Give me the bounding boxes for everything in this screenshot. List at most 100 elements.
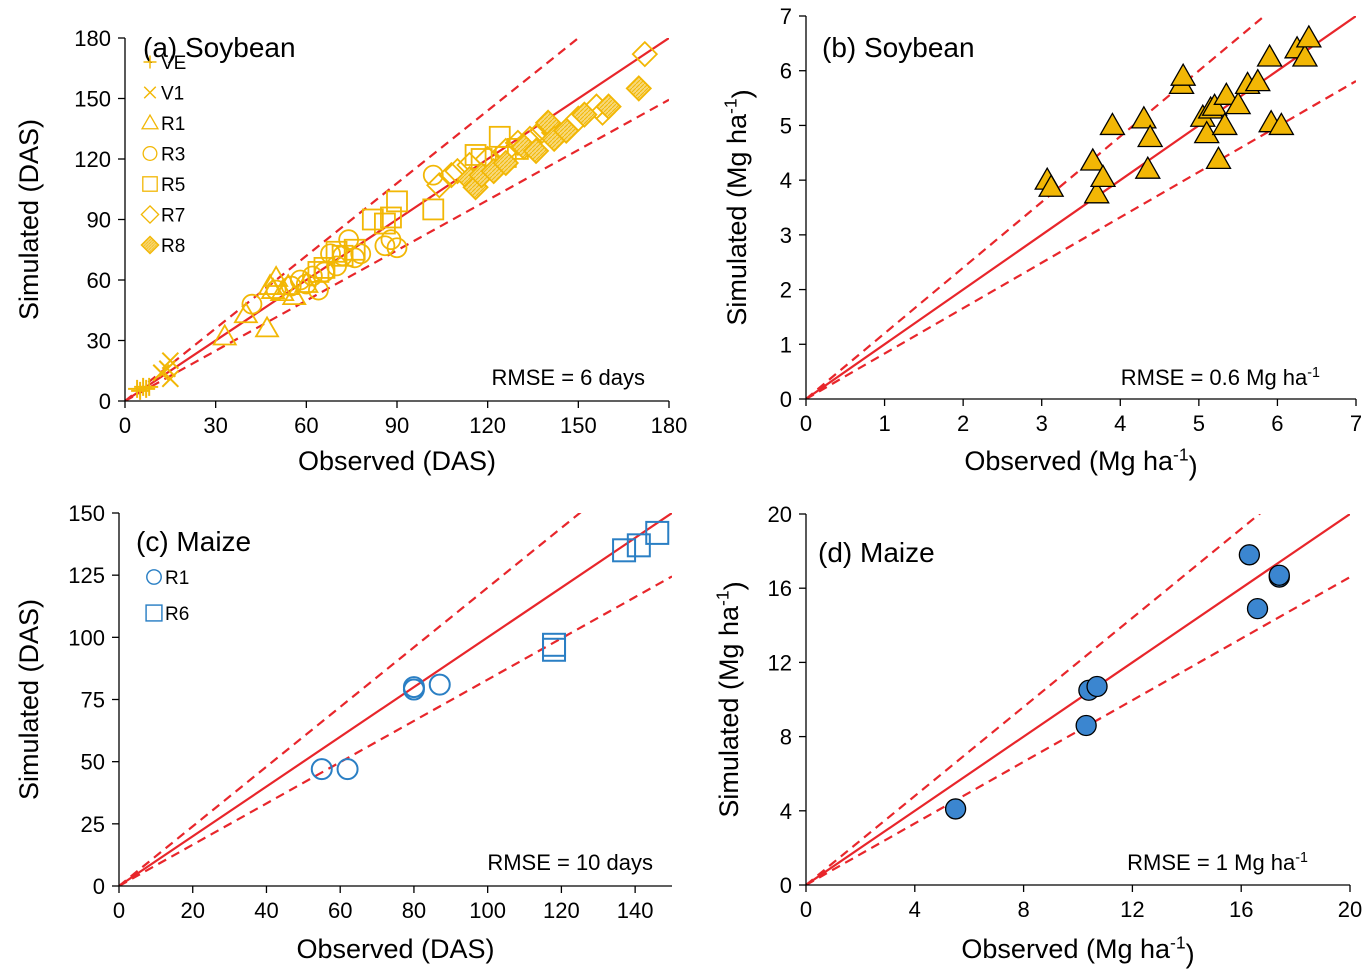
- data-point: [374, 212, 396, 235]
- x-tick-label: 80: [402, 898, 426, 923]
- data-point: [361, 208, 384, 231]
- data-point: [1225, 91, 1252, 115]
- one-to-one-line: [806, 16, 1356, 399]
- y-tick-label: 4: [780, 168, 792, 193]
- data-point: [140, 377, 159, 396]
- y-axis-label: Simulated (Mg ha-1): [720, 89, 757, 325]
- y-tick-label: 60: [87, 268, 111, 293]
- data-point: [344, 247, 366, 269]
- y-tick-label: 75: [81, 688, 105, 713]
- series-r8: [456, 75, 653, 201]
- y-tick-label: 25: [81, 812, 105, 837]
- data-point: [1134, 155, 1161, 179]
- data-point: [422, 164, 444, 186]
- data-point: [522, 137, 550, 165]
- x-axis-label: Observed (Mg ha-1): [964, 444, 1197, 481]
- legend-marker: [140, 235, 160, 255]
- y-tick-label: 0: [780, 873, 792, 898]
- legend-label: VE: [161, 53, 186, 74]
- x-axis-label: Observed (DAS): [298, 446, 496, 476]
- legend-label: V1: [161, 84, 184, 105]
- y-tick-label: 2: [780, 278, 792, 303]
- series-circle-filled: [944, 544, 1290, 820]
- data-point: [1083, 180, 1110, 204]
- data-point: [1086, 675, 1108, 698]
- data-point: [1137, 124, 1164, 148]
- x-axis-label: Observed (Mg ha-1): [961, 932, 1194, 969]
- data-point: [313, 256, 336, 279]
- data-point: [1099, 112, 1126, 136]
- data-point: [492, 149, 520, 177]
- panel-title: (d) Maize: [818, 537, 935, 568]
- series-v1: [152, 351, 180, 388]
- y-tick-label: 4: [780, 799, 792, 824]
- data-point: [645, 520, 670, 545]
- legend: VE V1 R1 R3 R5 R7 R8: [140, 53, 186, 257]
- y-tick-label: 150: [68, 501, 105, 526]
- data-point: [325, 240, 348, 263]
- data-point: [241, 293, 263, 315]
- y-axis-label: Simulated (DAS): [14, 599, 44, 800]
- data-point: [320, 243, 341, 265]
- data-point: [438, 161, 465, 189]
- x-tick-label: 8: [1017, 897, 1029, 922]
- data-point: [944, 798, 967, 820]
- y-tick-label: 180: [74, 26, 111, 51]
- x-tick-label: 150: [560, 413, 597, 438]
- panel-title: (a) Soybean: [143, 32, 296, 63]
- rmse-annotation: RMSE = 6 days: [492, 365, 645, 390]
- x-axis-label: Observed (DAS): [296, 934, 494, 964]
- data-point: [1205, 146, 1232, 170]
- data-point: [552, 117, 580, 145]
- data-point: [331, 244, 354, 267]
- data-point: [380, 206, 402, 229]
- one-to-one-line: [119, 513, 672, 886]
- x-tick-label: 60: [294, 413, 318, 438]
- data-point: [1246, 597, 1269, 620]
- series-triangle-filled: [1034, 24, 1322, 204]
- rmse-annotation: RMSE = 10 days: [487, 850, 653, 875]
- legend-marker: [142, 176, 158, 192]
- x-tick-label: 20: [1338, 897, 1362, 922]
- x-tick-label: 100: [469, 898, 506, 923]
- data-point: [386, 237, 408, 259]
- series-r6: [542, 520, 670, 662]
- data-point: [1244, 68, 1271, 92]
- rmse-annotation: RMSE = 1 Mg ha-1: [1127, 850, 1308, 875]
- legend-marker: [140, 204, 160, 225]
- legend-label: R8: [161, 236, 185, 257]
- x-tick-label: 60: [328, 898, 352, 923]
- one-to-one-line: [125, 38, 669, 401]
- data-point: [542, 632, 567, 657]
- data-point: [1193, 120, 1220, 144]
- panel-title: (b) Soybean: [822, 32, 975, 63]
- data-point: [212, 323, 238, 346]
- x-tick-label: 140: [617, 898, 654, 923]
- data-point: [386, 190, 408, 213]
- data-point: [289, 269, 311, 291]
- x-tick-label: 7: [1350, 411, 1362, 436]
- panel-a: 0 30 60 90 120 150 180 0 30 60 90 120 150 180 Observed…: [14, 26, 687, 476]
- y-tick-label: 30: [87, 329, 111, 354]
- y-tick-label: 20: [768, 502, 792, 527]
- panel-title: (c) Maize: [136, 526, 251, 557]
- panel-d: 0 4 8 12 16 20 0 4 8 12 16 20 Observed (Mg ha-1) Simu…: [712, 502, 1362, 969]
- y-tick-label: 150: [74, 87, 111, 112]
- data-point: [1256, 43, 1283, 67]
- series-r1: [310, 673, 451, 781]
- y-tick-label: 7: [780, 4, 792, 29]
- data-point: [161, 370, 180, 388]
- data-point: [350, 243, 372, 265]
- data-point: [343, 238, 366, 261]
- y-tick-label: 100: [68, 625, 105, 650]
- data-point: [308, 279, 329, 301]
- dashed-bound-line: [806, 80, 1356, 399]
- y-tick-label: 0: [99, 389, 111, 414]
- data-point: [137, 379, 156, 398]
- data-point: [422, 198, 445, 221]
- data-point: [1268, 112, 1295, 136]
- dashed-bound-line: [806, 514, 1262, 885]
- series-r5: [307, 125, 529, 283]
- data-point: [625, 75, 653, 102]
- x-tick-label: 2: [957, 411, 969, 436]
